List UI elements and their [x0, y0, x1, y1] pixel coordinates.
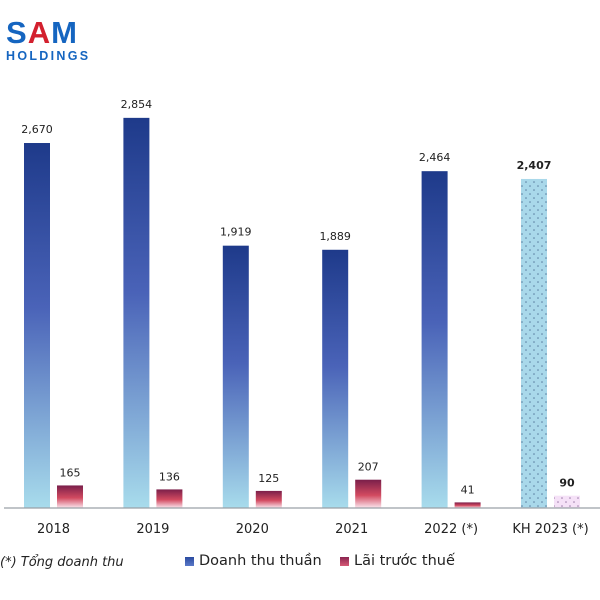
revenue-bar-1 — [123, 117, 150, 508]
profit-bar-3 — [355, 479, 382, 508]
sam-holdings-logo: SAM HOLDINGS — [6, 15, 136, 63]
revenue-label-4: 2,464 — [419, 151, 451, 164]
profit-label-1: 136 — [159, 470, 180, 483]
revenue-label-0: 2,670 — [21, 123, 53, 136]
profit-bar-1 — [156, 489, 183, 508]
revenue-label-1: 2,854 — [121, 98, 153, 111]
profit-bar-5 — [554, 495, 580, 508]
revenue-bar-3 — [322, 249, 349, 509]
revenue-bar-2 — [222, 245, 249, 508]
legend-item-revenue: Doanh thu thuần — [185, 553, 322, 569]
x-tick-label-3: 2021 — [335, 522, 368, 537]
revenue-label-2: 1,919 — [220, 226, 252, 239]
revenue-bar-4 — [421, 171, 448, 508]
revenue-profit-bar-chart: 2,670 165 2018 2,854 136 2019 1,919 125 2020 1,88… — [4, 98, 600, 537]
profit-bar-4 — [454, 502, 481, 508]
labels-group: 2,670 165 2018 2,854 136 2019 1,919 125 2020 1,88… — [21, 98, 588, 537]
profit-label-2: 125 — [258, 472, 279, 485]
legend-swatch-revenue — [185, 556, 194, 566]
legend-swatch-profit — [340, 556, 349, 566]
x-tick-label-4: 2022 (*) — [424, 522, 478, 537]
revenue-bar-0 — [24, 143, 50, 509]
x-tick-label-2: 2020 — [236, 522, 269, 537]
profit-bar-2 — [255, 490, 282, 508]
logo-subtitle: HOLDINGS — [6, 49, 91, 63]
profit-bar-0 — [57, 485, 83, 508]
chart-footer: (*) Tổng doanh thu Doanh thu thuần Lãi t… — [0, 553, 600, 577]
x-tick-label-5: KH 2023 (*) — [512, 522, 588, 537]
logo-wordmark: SAM — [6, 15, 78, 50]
bars-group — [24, 117, 580, 509]
legend-label-profit: Lãi trước thuế — [354, 553, 455, 569]
legend-item-profit: Lãi trước thuế — [340, 553, 455, 569]
x-tick-label-1: 2019 — [136, 522, 169, 537]
profit-label-5: 90 — [559, 477, 575, 490]
x-tick-label-0: 2018 — [37, 522, 70, 537]
revenue-label-5: 2,407 — [517, 159, 552, 172]
footnote: (*) Tổng doanh thu — [0, 555, 124, 570]
legend-label-revenue: Doanh thu thuần — [199, 553, 322, 569]
profit-label-4: 41 — [461, 483, 475, 496]
profit-label-0: 165 — [60, 466, 81, 479]
revenue-label-3: 1,889 — [319, 230, 351, 243]
profit-label-3: 207 — [358, 461, 379, 474]
revenue-bar-5 — [521, 178, 547, 508]
